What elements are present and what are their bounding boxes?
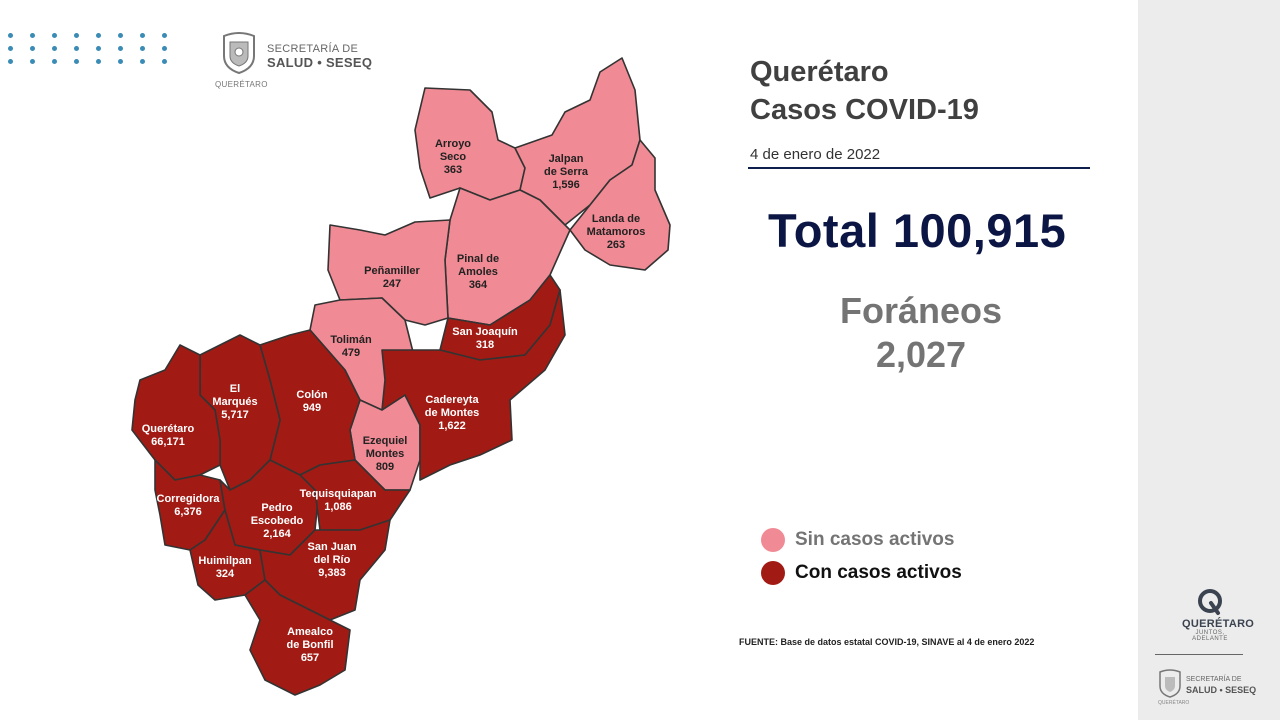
- municipality-name: San Juan: [308, 541, 357, 553]
- queretaro-map: Arroyo Seco 363 Jalpan de Serra 1,596 Landa de…: [120, 50, 690, 700]
- municipality-name: Marqués: [212, 396, 257, 408]
- municipality-cases: 2,164: [263, 528, 291, 540]
- municipality-name: Pedro: [261, 502, 292, 514]
- municipality-cases: 9,383: [318, 567, 346, 579]
- municipality-name: Corregidora: [157, 493, 221, 505]
- municipality-name: del Río: [314, 554, 351, 566]
- municipality-name: Jalpan: [549, 153, 584, 165]
- municipality-name: Cadereyta: [425, 394, 479, 406]
- municipality-name: de Montes: [425, 407, 479, 419]
- page-title-line1: Querétaro: [750, 56, 889, 88]
- municipality-cases: 263: [607, 239, 625, 251]
- state-shield-icon: [1158, 668, 1182, 698]
- municipality-name: Amealco: [287, 626, 333, 638]
- municipality-name: Escobedo: [251, 515, 304, 527]
- sidebar-seseq-logo: SECRETARÍA DE SALUD • SESEQ QUERÉTARO: [1158, 668, 1268, 708]
- q-icon: [1196, 588, 1224, 616]
- title-divider: [748, 167, 1090, 169]
- brand-name: QUERÉTARO: [1182, 618, 1255, 630]
- municipality-name: Colón: [296, 389, 327, 401]
- region-landa-de-matamoros: [569, 139, 671, 271]
- municipality-name: El: [230, 383, 240, 395]
- municipality-cases: 809: [376, 461, 394, 473]
- municipality-name: Querétaro: [142, 423, 195, 435]
- municipality-name: Ezequiel: [363, 435, 408, 447]
- sidebar-logo-line2: SALUD • SESEQ: [1186, 685, 1257, 695]
- right-sidebar: [1138, 0, 1280, 720]
- region-queretaro: [131, 344, 221, 481]
- municipality-cases: 657: [301, 652, 319, 664]
- foraneos-value: 2,027: [875, 334, 967, 375]
- municipality-name: de Serra: [544, 166, 589, 178]
- state-shield-icon: [220, 30, 258, 75]
- municipality-cases: 324: [216, 568, 235, 580]
- municipality-cases: 1,596: [552, 179, 580, 191]
- legend-item-sin-casos: Sin casos activos: [761, 528, 954, 552]
- decorative-dots: [8, 33, 167, 72]
- sidebar-logo-line1: SECRETARÍA DE: [1186, 676, 1242, 683]
- municipality-cases: 6,376: [174, 506, 202, 518]
- municipality-name: Landa de: [592, 213, 640, 225]
- logo-sub: QUERÉTARO: [215, 80, 268, 89]
- sidebar-logo-sub: QUERÉTARO: [1158, 700, 1190, 706]
- legend-label: Con casos activos: [795, 562, 962, 583]
- region-cadereyta-de-montes: [381, 289, 566, 481]
- source-note: FUENTE: Base de datos estatal COVID-19, …: [739, 637, 1035, 647]
- legend-item-con-casos: Con casos activos: [761, 561, 962, 585]
- municipality-cases: 318: [476, 339, 494, 351]
- report-date: 4 de enero de 2022: [750, 146, 881, 163]
- brand-tagline: JUNTOS, ADELANTE: [1192, 630, 1228, 642]
- municipality-name: Matamoros: [587, 226, 646, 238]
- legend-swatch-dark-red: [761, 561, 785, 585]
- municipality-name: de Bonfil: [286, 639, 333, 651]
- municipality-name: Seco: [440, 151, 467, 163]
- municipality-name: San Joaquín: [452, 326, 518, 338]
- municipality-name: Tequisquiapan: [300, 488, 377, 500]
- municipality-cases: 247: [383, 278, 401, 290]
- municipality-name: Huimilpan: [198, 555, 251, 567]
- logo-line1: SECRETARÍA DE: [267, 43, 359, 55]
- municipality-cases: 364: [469, 279, 488, 291]
- legend-swatch-pink: [761, 528, 785, 552]
- foraneos-label: Foráneos: [839, 290, 1003, 331]
- legend-label: Sin casos activos: [795, 529, 955, 550]
- page-title-line2: Casos COVID-19: [750, 94, 979, 126]
- municipality-cases: 949: [303, 402, 321, 414]
- queretaro-brand-logo: QUERÉTARO JUNTOS, ADELANTE: [1182, 588, 1255, 642]
- municipality-cases: 66,171: [151, 436, 185, 448]
- region-amealco-de-bonfil: [244, 579, 351, 696]
- municipality-name: Arroyo: [435, 138, 471, 150]
- municipality-name: Amoles: [458, 266, 498, 278]
- municipality-name: Peñamiller: [364, 265, 420, 277]
- municipality-name: Montes: [366, 448, 405, 460]
- municipality-cases: 1,622: [438, 420, 466, 432]
- seseq-logo: SECRETARÍA DE SALUD • SESEQ QUERÉTARO: [215, 30, 395, 90]
- total-cases: Total 100,915: [768, 204, 1067, 257]
- logo-line2: SALUD • SESEQ: [267, 55, 373, 70]
- region-tequisquiapan: [299, 459, 411, 531]
- municipality-cases: 363: [444, 164, 462, 176]
- municipality-name: Pinal de: [457, 253, 499, 265]
- municipality-cases: 5,717: [221, 409, 249, 421]
- sidebar-divider: [1155, 654, 1243, 655]
- municipality-cases: 479: [342, 347, 360, 359]
- municipality-cases: 1,086: [324, 501, 352, 513]
- municipality-name: Tolimán: [330, 334, 372, 346]
